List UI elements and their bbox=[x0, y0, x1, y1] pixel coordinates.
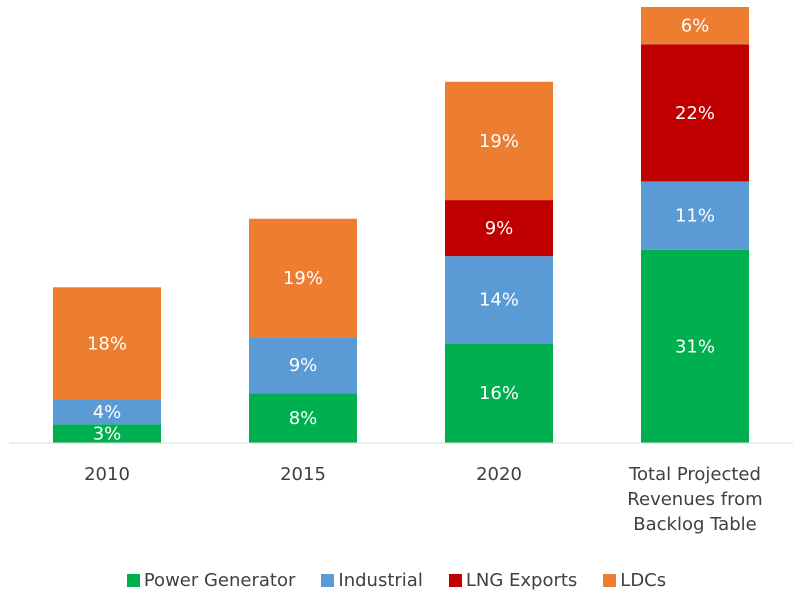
legend-item: Power Generator bbox=[126, 570, 296, 591]
legend-item: LDCs bbox=[603, 570, 666, 591]
bar-segment bbox=[641, 181, 749, 250]
legend-label: LNG Exports bbox=[465, 570, 578, 591]
bar-segment bbox=[641, 44, 749, 182]
bar-segment bbox=[445, 200, 553, 257]
legend-label: Industrial bbox=[338, 570, 423, 591]
bar-segment bbox=[641, 249, 749, 443]
value-label: 9% bbox=[485, 218, 514, 239]
legend-swatch bbox=[321, 574, 335, 587]
value-label: 19% bbox=[479, 131, 519, 152]
value-label: 16% bbox=[479, 383, 519, 404]
legend-label: LDCs bbox=[620, 570, 667, 591]
x-tick-label: Total Projected Revenues from Backlog Ta… bbox=[627, 464, 763, 535]
bar-segment bbox=[249, 337, 357, 394]
value-label: 4% bbox=[93, 402, 122, 423]
bar-segment bbox=[249, 218, 357, 338]
value-label: 3% bbox=[93, 424, 122, 445]
value-label: 31% bbox=[675, 336, 715, 357]
bar-segment bbox=[53, 424, 161, 443]
value-label: 19% bbox=[283, 268, 323, 289]
chart: 3%4% 18% 8% 9% 19% 16% 14% 9% 19% 31% 11% 22% 6% bbox=[9, 7, 793, 445]
value-label: 22% bbox=[675, 103, 715, 124]
legend-swatch bbox=[603, 574, 617, 587]
value-label: 14% bbox=[479, 290, 519, 311]
bar-segment bbox=[641, 7, 749, 45]
x-tick-label: 2020 bbox=[476, 464, 522, 485]
x-tick-label: 2015 bbox=[280, 464, 326, 485]
legend-swatch bbox=[126, 574, 140, 587]
legend: Power Generator Industrial LNG Exports LDCs bbox=[0, 570, 793, 591]
value-label: 9% bbox=[289, 355, 318, 376]
legend-item: Industrial bbox=[321, 570, 423, 591]
bar-segment bbox=[53, 287, 161, 400]
value-label: 6% bbox=[681, 16, 710, 37]
bar-segment bbox=[53, 399, 161, 425]
legend-label: Power Generator bbox=[143, 570, 296, 591]
x-tick-label: 2010 bbox=[84, 464, 130, 485]
value-label: 18% bbox=[87, 333, 127, 354]
value-label: 11% bbox=[675, 206, 715, 227]
bar-segment bbox=[249, 393, 357, 443]
bar-segment bbox=[445, 81, 553, 201]
value-label: 8% bbox=[289, 408, 318, 429]
bar-segment bbox=[445, 343, 553, 443]
legend-swatch bbox=[448, 574, 462, 587]
legend-item: LNG Exports bbox=[448, 570, 578, 591]
bar-segment bbox=[445, 256, 553, 344]
